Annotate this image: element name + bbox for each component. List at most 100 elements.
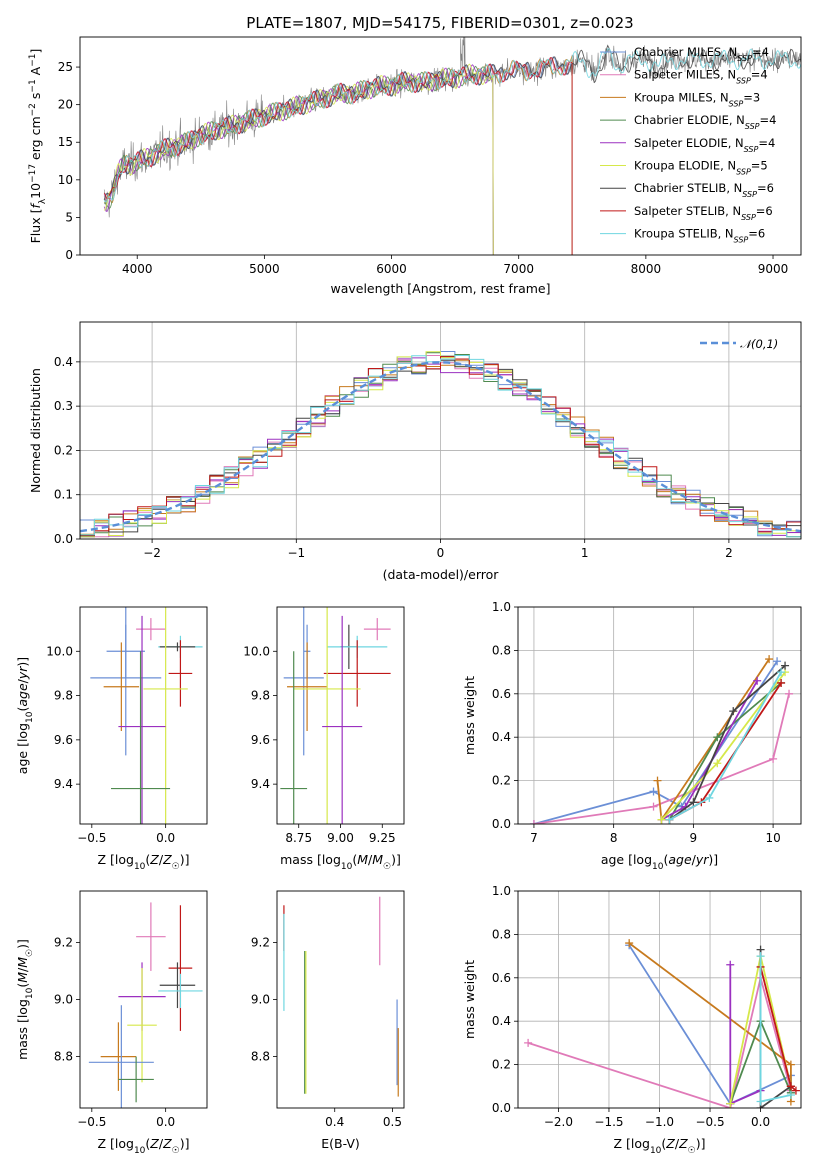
legend-label: 𝒩(0,1) (740, 337, 778, 351)
axes-frame (517, 890, 802, 1109)
y-tick-label: 10.0 (243, 644, 270, 658)
mass-weight-marker (753, 676, 762, 685)
y-tick-label: 0.4 (54, 355, 73, 369)
x-tick-label: 0.0 (751, 1115, 770, 1129)
mass-weight-marker (726, 1099, 735, 1108)
y-tick-label: 9.4 (54, 777, 73, 791)
y-tick-label: 0.8 (492, 643, 511, 657)
plot-area-mass_vs_Z (88, 902, 203, 1108)
y-axis-label: mass weight (462, 676, 477, 755)
y-tick-label: 0 (65, 248, 73, 262)
y-tick-label: 9.2 (251, 935, 270, 949)
x-tick-label: −0.5 (77, 831, 106, 845)
panel-age_vs_mass: 8.75 9.00 9.25 9.4 9.6 9.8 10.0 mass [log10(M/M… (243, 606, 405, 872)
x-tick-label: 8 (610, 831, 618, 845)
mass-weight-marker (524, 1038, 533, 1047)
y-tick-label: 0.6 (492, 687, 511, 701)
legend-label: Kroupa ELODIE, NSSP=5 (634, 159, 768, 177)
axes-frame (517, 606, 802, 825)
y-tick-label: 25 (58, 60, 73, 74)
y-tick-label: 0.0 (492, 1101, 511, 1115)
y-tick-label: 8.8 (251, 1050, 270, 1064)
mass-weight-marker (773, 657, 782, 666)
x-tick-label: 0.4 (325, 1115, 344, 1129)
y-axis-label: Flux [fλ10−17 erg cm−2 s−1 A−1] (28, 49, 48, 244)
panel-age_vs_Z: −0.5 0.0 9.4 9.6 9.8 10.0 Z [log10(Z/Z☉)] age [… (15, 606, 208, 872)
x-tick-label: 1 (581, 546, 589, 560)
panel-residuals: −2 −1 0 1 2 0.0 0.1 0.2 0.3 0.4 (data-model)/error… (28, 321, 802, 582)
y-tick-label: 0.1 (54, 488, 73, 502)
y-tick-label: 10 (58, 173, 73, 187)
mass-weight-marker (689, 798, 698, 807)
legend: 𝒩(0,1) (700, 337, 778, 351)
y-tick-label: 8.8 (54, 1050, 73, 1064)
x-axis-label: E(B-V) (321, 1136, 360, 1151)
y-tick-label: 9.4 (251, 777, 270, 791)
x-tick-label: 0 (437, 546, 445, 560)
observed-spectrum-line (103, 37, 801, 218)
legend-label: Chabrier STELIB, NSSP=6 (634, 181, 774, 199)
y-tick-label: 5 (65, 210, 73, 224)
plot-area-weight_vs_Z (524, 939, 800, 1108)
mass-weight-marker (786, 1082, 795, 1091)
mass-weight-marker (769, 754, 778, 763)
mass-weight-marker (785, 689, 794, 698)
plot-area-mass_vs_ebv (283, 896, 399, 1097)
legend-label: Salpeter ELODIE, NSSP=4 (634, 136, 775, 154)
legend-label: Salpeter MILES, NSSP=4 (634, 68, 768, 86)
legend-label: Salpeter STELIB, NSSP=6 (634, 204, 773, 222)
plot-area-residuals (80, 351, 801, 538)
y-tick-label: 9.8 (251, 689, 270, 703)
axes-frame (79, 36, 802, 256)
x-tick-label: −2 (143, 546, 161, 560)
mass-weight-marker (756, 952, 765, 961)
y-tick-label: 15 (58, 135, 73, 149)
model-spectrum-line (103, 57, 573, 255)
axes-frame (79, 890, 208, 1109)
panel-spectrum: 4000 5000 6000 7000 8000 9000 0 5 10 15 20 25 wavele… (28, 36, 802, 296)
y-tick-label: 0.2 (54, 443, 73, 457)
x-tick-label: 8000 (631, 262, 662, 276)
y-tick-label: 10.0 (46, 644, 73, 658)
x-tick-label: 7000 (503, 262, 534, 276)
x-tick-label: −0.5 (695, 1115, 724, 1129)
mass-weight-marker (665, 815, 674, 824)
x-tick-label: 5000 (249, 262, 280, 276)
x-tick-label: −1 (287, 546, 305, 560)
panel-mass_vs_Z: −0.5 0.0 8.8 9.0 9.2 Z [log10(Z/Z☉)] mass [log… (15, 890, 208, 1156)
plot-area-spectrum (103, 37, 801, 255)
x-tick-label: −2.0 (544, 1115, 573, 1129)
axes-frame (79, 606, 208, 825)
figure-title: PLATE=1807, MJD=54175, FIBERID=0301, z=0… (246, 14, 633, 32)
plot-area-age_vs_Z (90, 607, 203, 824)
x-tick-label: −1.0 (645, 1115, 674, 1129)
x-tick-label: 7 (530, 831, 538, 845)
plot-area-age_vs_mass (280, 607, 391, 824)
mass-weight-line (669, 671, 782, 821)
x-tick-label: 9000 (758, 262, 789, 276)
x-tick-label: 9.25 (369, 831, 396, 845)
axes-frame (276, 606, 405, 825)
x-tick-label: 0.0 (156, 831, 175, 845)
legend-label: Chabrier MILES, NSSP=4 (634, 45, 769, 63)
x-tick-label: 0.0 (156, 1115, 175, 1129)
normal-reference-curve (80, 361, 801, 533)
x-tick-label: 4000 (122, 262, 153, 276)
mass-weight-line (533, 660, 778, 824)
y-axis-label: age [log10(age/yr)] (15, 657, 35, 774)
x-tick-label: 6000 (376, 262, 407, 276)
y-tick-label: 9.6 (251, 733, 270, 747)
mass-weight-line (527, 977, 792, 1108)
y-tick-label: 1.0 (492, 600, 511, 614)
mass-weight-marker (786, 1060, 795, 1069)
x-tick-label: 2 (725, 546, 733, 560)
y-tick-label: 9.0 (54, 993, 73, 1007)
mass-weight-line (656, 658, 770, 823)
y-axis-label: mass weight (462, 960, 477, 1039)
y-tick-label: 9.0 (251, 993, 270, 1007)
legend: Chabrier MILES, NSSP=4 Salpeter MILES, NS… (600, 45, 776, 244)
y-tick-label: 0.2 (492, 1058, 511, 1072)
axes-frame (79, 321, 802, 540)
mass-weight-marker (713, 759, 722, 768)
